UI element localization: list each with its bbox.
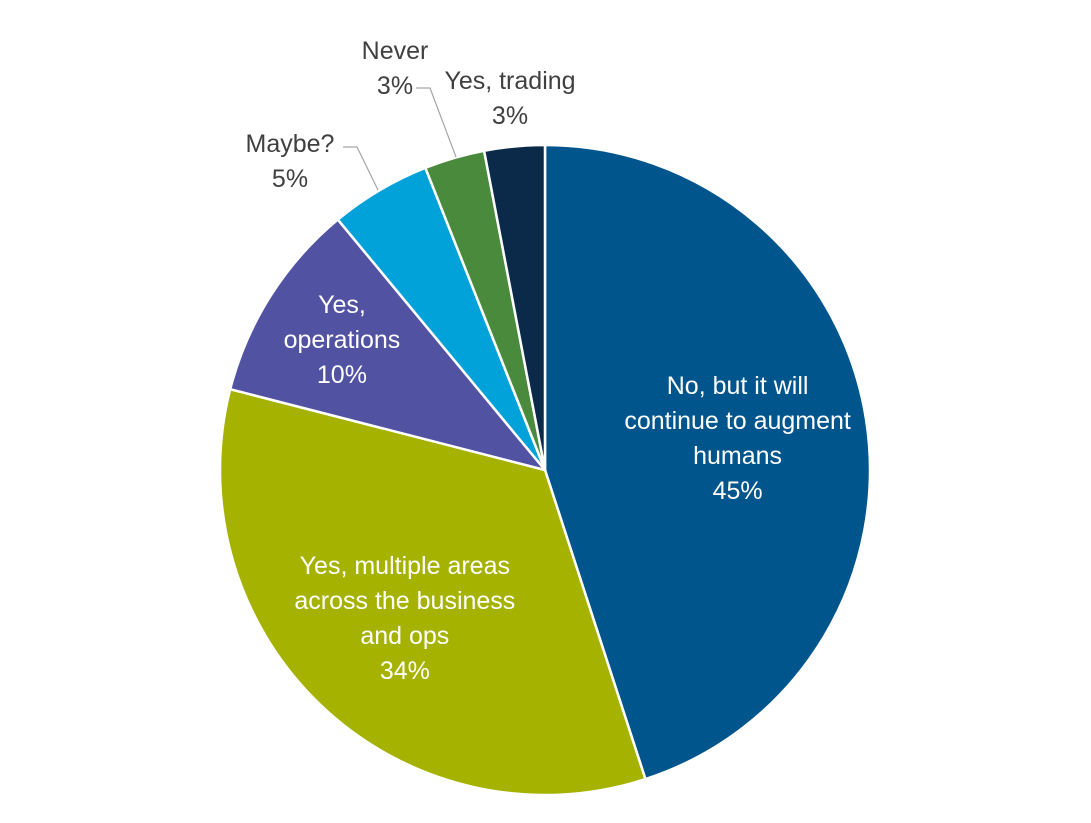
pie-slices (218, 143, 872, 797)
slice-name-label: humans (693, 442, 782, 470)
slice-percent-label: 10% (317, 361, 367, 389)
slice-name-label: across the business (294, 586, 515, 614)
pie-slice-yes-multiple-areas-across-the-business-and-ops (218, 387, 647, 797)
pie-slice-yes-operations (228, 218, 547, 472)
slice-percent-label: 45% (713, 477, 763, 505)
leader-line-maybe (343, 146, 379, 191)
slice-name-label: continue to augment (624, 407, 851, 435)
slice-name-label: Yes, trading (444, 67, 575, 95)
slice-percent-label: 3% (377, 72, 413, 100)
slice-label-yes-trading: Yes, trading 3% (444, 67, 575, 130)
slice-name-label: operations (284, 326, 401, 354)
slice-percent-label: 3% (492, 102, 528, 130)
slice-label-never: Never 3% (362, 37, 429, 100)
slice-name-label: Yes, (318, 291, 366, 319)
slice-label-maybe: Maybe? 5% (246, 130, 335, 193)
slice-label-no-but-it-will-continue-to-augment-humans: No, but it will continue to augment humans… (624, 372, 851, 505)
slice-percent-label: 5% (272, 165, 308, 193)
slice-label-yes-operations: Yes, operations 10% (284, 291, 401, 389)
slice-labels: No, but it will continue to augment humans… (246, 37, 851, 685)
leader-line-never (416, 87, 457, 158)
slice-name-label: No, but it will (667, 372, 809, 400)
slice-name-label: Maybe? (246, 130, 335, 158)
leader-lines (343, 87, 457, 191)
slice-name-label: Yes, multiple areas (300, 551, 510, 579)
slice-name-label: and ops (360, 621, 449, 649)
pie-slice-yes-trading (482, 143, 547, 472)
slice-name-label: Never (362, 37, 429, 65)
slice-percent-label: 34% (380, 656, 430, 684)
slice-label-yes-multiple-areas-across-the-business-and-ops: Yes, multiple areas across the business an… (294, 551, 515, 684)
pie-slice-no-but-it-will-continue-to-augment-humans (543, 143, 872, 781)
